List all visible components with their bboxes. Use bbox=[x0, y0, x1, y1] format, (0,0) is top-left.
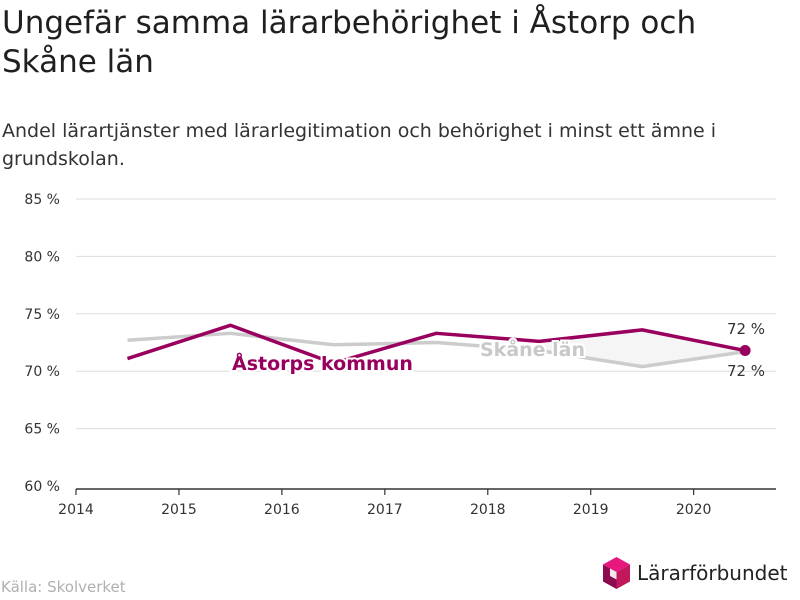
y-tick-label: 65 % bbox=[24, 422, 60, 438]
y-tick-label: 60 % bbox=[24, 479, 60, 495]
data-label-astorps-kommun: 72 % bbox=[727, 320, 765, 338]
x-tick-label: 2016 bbox=[264, 502, 300, 518]
x-tick-label: 2015 bbox=[161, 502, 197, 518]
y-tick-label: 75 % bbox=[24, 307, 60, 323]
x-tick-label: 2017 bbox=[367, 502, 403, 518]
x-tick-label: 2019 bbox=[573, 502, 609, 518]
series-label-skane-lan: Skåne län bbox=[480, 337, 585, 361]
source-note: Källa: Skolverket bbox=[1, 578, 126, 596]
brand-logo: Lärarförbundet bbox=[601, 556, 788, 590]
series-line-skane-lan bbox=[127, 331, 746, 369]
chart-title: Ungefär samma lärarbehörighet i Åstorp o… bbox=[2, 5, 697, 80]
cube-logo-icon bbox=[603, 557, 630, 589]
data-label-skane-lan: 72 % bbox=[727, 362, 765, 380]
x-tick-label: 2014 bbox=[58, 502, 94, 518]
series-label-astorps-kommun: Åstorps kommun bbox=[232, 351, 413, 375]
y-tick-label: 70 % bbox=[24, 364, 60, 380]
brand-name: Lärarförbundet bbox=[637, 561, 788, 585]
series-end-point bbox=[739, 345, 751, 357]
x-tick-label: 2020 bbox=[676, 502, 712, 518]
series-line-astorps-kommun bbox=[126, 323, 746, 365]
y-tick-label: 80 % bbox=[24, 249, 60, 265]
x-tick-label: 2018 bbox=[470, 502, 506, 518]
chart-subtitle: Andel lärartjänster med lärarlegitimatio… bbox=[2, 120, 717, 170]
y-tick-label: 85 % bbox=[24, 192, 60, 208]
